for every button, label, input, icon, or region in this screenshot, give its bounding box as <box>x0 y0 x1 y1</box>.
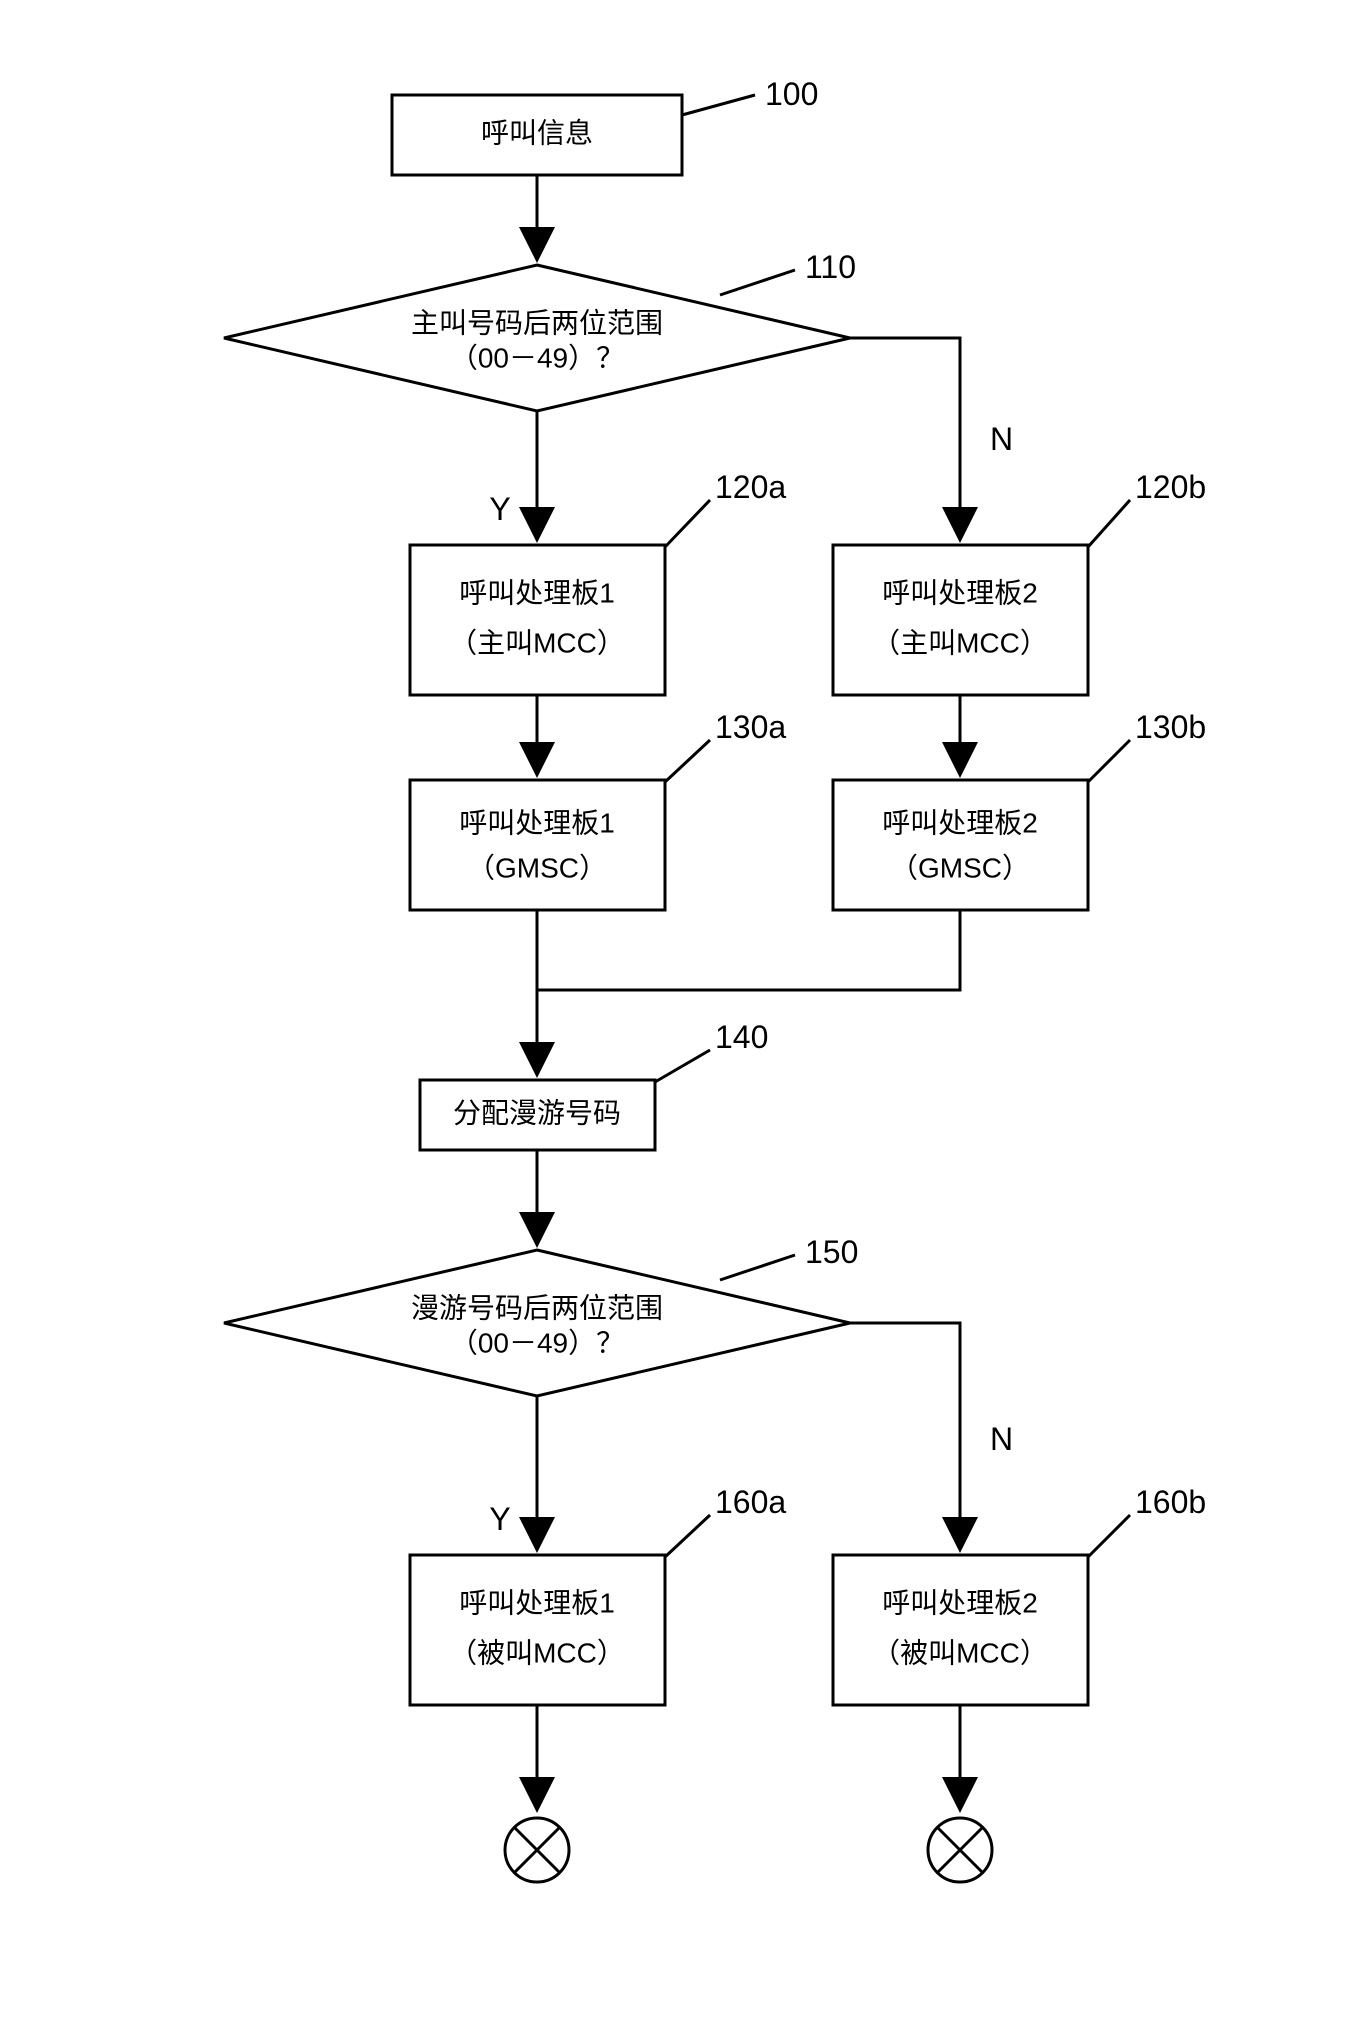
edge-130b-merge <box>537 910 960 990</box>
node-120a-label-top: 呼叫处理板1 <box>459 577 615 608</box>
edge-label-n-2: N <box>990 1421 1013 1457</box>
node-160a-label-top: 呼叫处理板1 <box>459 1587 615 1618</box>
node-150-label-top: 漫游号码后两位范围 <box>411 1292 663 1323</box>
ref-120a: 120a <box>715 469 786 505</box>
edge-label-n-1: N <box>990 421 1013 457</box>
node-130b-label-bot: （GMSC） <box>890 852 1030 883</box>
ref-100: 100 <box>765 76 818 112</box>
node-board1-gmsc: 呼叫处理板1 （GMSC） 130a <box>410 709 786 910</box>
node-160a-label-bot: （被叫MCC） <box>449 1637 625 1668</box>
node-board1-caller-mcc: 呼叫处理板1 （主叫MCC） 120a <box>410 469 786 695</box>
ref-140: 140 <box>715 1019 768 1055</box>
node-110-label-bot: （00－49）？ <box>450 342 624 373</box>
node-assign-roaming: 分配漫游号码 140 <box>420 1019 768 1150</box>
ref-130a: 130a <box>715 709 786 745</box>
node-130a-label-bot: （GMSC） <box>467 852 607 883</box>
terminator-left <box>505 1818 569 1882</box>
node-110-label-top: 主叫号码后两位范围 <box>411 307 663 338</box>
node-call-info-label: 呼叫信息 <box>481 117 593 148</box>
edge-110-120b <box>850 338 960 540</box>
node-160b-label-bot: （被叫MCC） <box>872 1637 1048 1668</box>
terminator-right <box>928 1818 992 1882</box>
node-120b-label-top: 呼叫处理板2 <box>882 577 1038 608</box>
node-130a-label-top: 呼叫处理板1 <box>459 807 615 838</box>
ref-130b: 130b <box>1135 709 1206 745</box>
node-call-info: 呼叫信息 100 <box>392 76 818 175</box>
node-160b-label-top: 呼叫处理板2 <box>882 1587 1038 1618</box>
node-board2-caller-mcc: 呼叫处理板2 （主叫MCC） 120b <box>833 469 1206 695</box>
node-120b-label-bot: （主叫MCC） <box>872 627 1048 658</box>
node-130b-label-top: 呼叫处理板2 <box>882 807 1038 838</box>
ref-150: 150 <box>805 1234 858 1270</box>
node-120a-label-bot: （主叫MCC） <box>449 627 625 658</box>
ref-110: 110 <box>805 249 856 285</box>
node-board1-callee-mcc: 呼叫处理板1 （被叫MCC） 160a <box>410 1484 786 1705</box>
ref-120b: 120b <box>1135 469 1206 505</box>
node-140-label: 分配漫游号码 <box>453 1097 621 1128</box>
node-board2-gmsc: 呼叫处理板2 （GMSC） 130b <box>833 709 1206 910</box>
node-150-label-bot: （00－49）？ <box>450 1327 624 1358</box>
edge-150-160b <box>850 1323 960 1550</box>
ref-160b: 160b <box>1135 1484 1206 1520</box>
node-caller-range-check: 主叫号码后两位范围 （00－49）？ 110 <box>224 249 856 411</box>
node-roaming-range-check: 漫游号码后两位范围 （00－49）？ 150 <box>224 1234 858 1396</box>
edge-label-y-2: Y <box>489 1501 510 1537</box>
node-board2-callee-mcc: 呼叫处理板2 （被叫MCC） 160b <box>833 1484 1206 1705</box>
flowchart-diagram: 呼叫信息 100 主叫号码后两位范围 （00－49）？ 110 Y N 呼叫处理… <box>20 20 1363 2003</box>
ref-160a: 160a <box>715 1484 786 1520</box>
edge-label-y-1: Y <box>489 491 510 527</box>
